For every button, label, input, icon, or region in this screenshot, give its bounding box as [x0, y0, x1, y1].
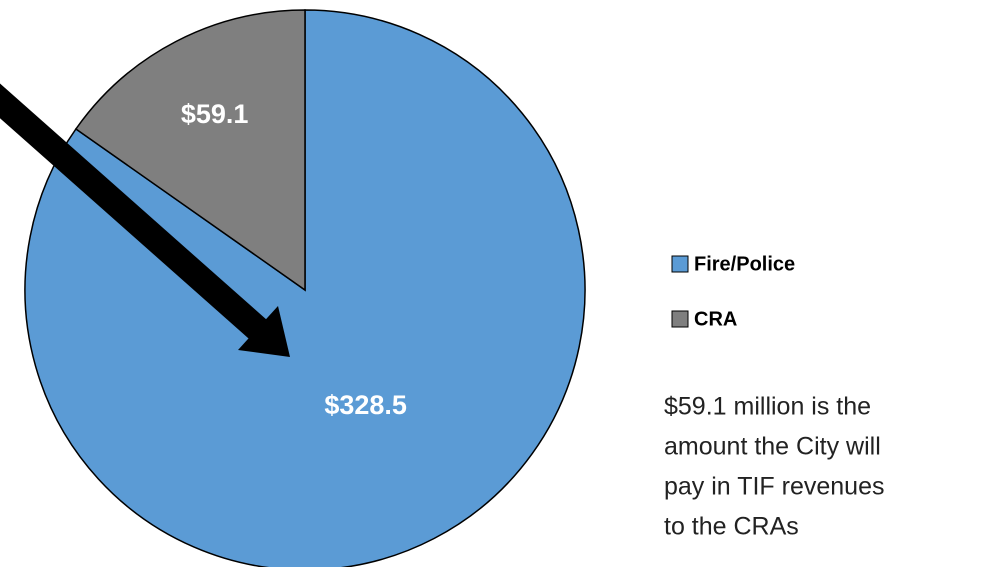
annotation-line: to the CRAs [664, 513, 799, 541]
arrow [0, 83, 290, 357]
annotation-line: amount the City will [664, 433, 881, 461]
legend-swatch [671, 310, 689, 328]
data-label: $59.1 [181, 99, 249, 129]
legend-label: CRA [694, 308, 737, 330]
pie [24, 9, 586, 567]
annotation: $59.1 million is the amount the City will… [664, 393, 884, 541]
legend-label: Fire/Police [694, 253, 795, 275]
annotation-line: pay in TIF revenues [664, 473, 884, 501]
pie-slice [74, 9, 306, 292]
annotation-line: $59.1 million is the [664, 393, 871, 421]
data-labels: $328.5 $59.1 [181, 99, 407, 420]
pie-slice [24, 9, 586, 567]
legend-swatch [671, 255, 689, 273]
legend: Fire/Police CRA [671, 253, 795, 330]
arrow-head [238, 306, 290, 357]
data-label: $328.5 [324, 390, 407, 420]
arrow-shaft [0, 83, 271, 343]
